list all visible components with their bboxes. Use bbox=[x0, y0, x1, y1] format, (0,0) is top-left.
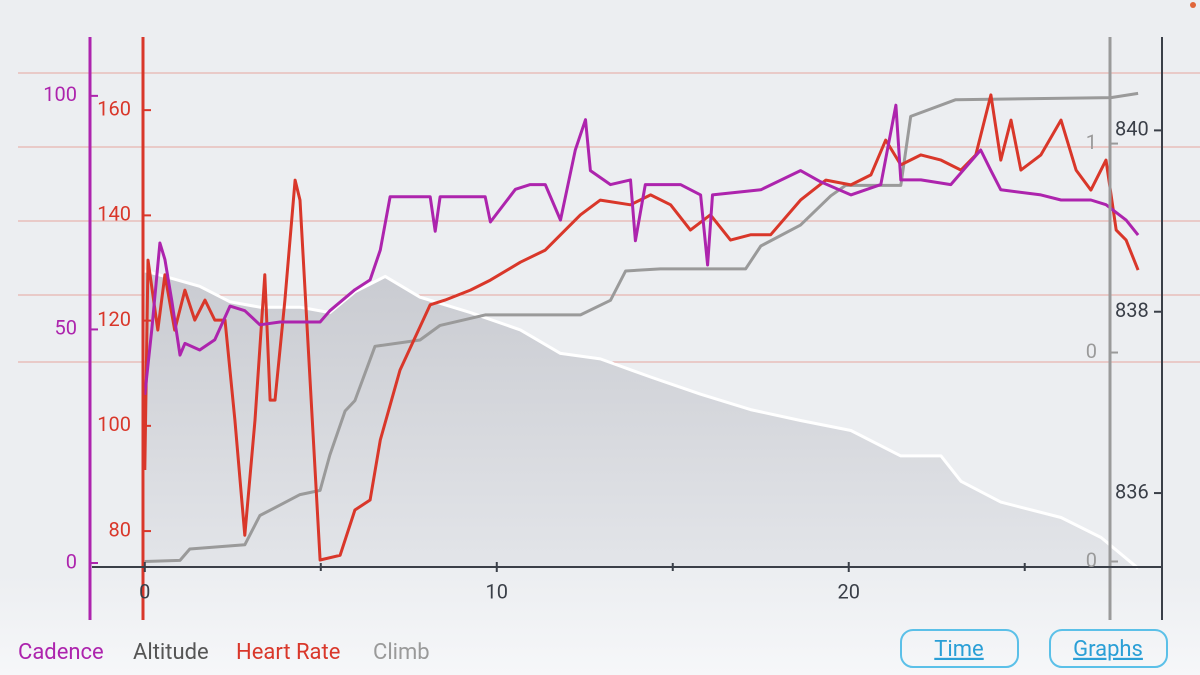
series-line bbox=[143, 93, 1140, 562]
series-line bbox=[144, 91, 1139, 563]
y-tick-label: 1 bbox=[1086, 130, 1097, 154]
legend-entry: Heart Rate bbox=[236, 640, 340, 665]
x-tick-label: 10 bbox=[486, 579, 508, 603]
y-tick-label: 140 bbox=[97, 202, 131, 226]
graphs-button[interactable]: Graphs bbox=[1049, 629, 1168, 668]
y-tick-label: 838 bbox=[1115, 298, 1149, 322]
series-line bbox=[143, 103, 1140, 395]
button-frame[interactable] bbox=[1049, 629, 1168, 668]
y-tick-label: 100 bbox=[97, 412, 131, 436]
x-tick-label: 0 bbox=[139, 579, 150, 603]
y-tick-label: 0 bbox=[1086, 339, 1097, 363]
legend-entry: Cadence bbox=[18, 640, 104, 665]
status-dot bbox=[1190, 2, 1196, 8]
legend-entry: Climb bbox=[373, 640, 430, 665]
y-tick-label: 120 bbox=[97, 307, 131, 331]
y-tick-label: 840 bbox=[1115, 117, 1149, 141]
axes: 0 10 20 0 50 100 80 100 120 140 160 0 0 1 836 838 840 bbox=[43, 37, 1163, 620]
y-tick-label: 50 bbox=[55, 316, 77, 340]
legend-entry: Altitude bbox=[133, 640, 209, 665]
y-tick-label: 80 bbox=[109, 517, 131, 541]
legend: Cadence Altitude Heart Rate Climb bbox=[18, 640, 430, 665]
button-label[interactable]: Time bbox=[934, 637, 983, 662]
y-tick-label: 836 bbox=[1115, 479, 1149, 503]
x-tick-label: 20 bbox=[838, 579, 860, 603]
button-label[interactable]: Graphs bbox=[1073, 637, 1143, 662]
time-button[interactable]: Time bbox=[900, 629, 1019, 668]
y-tick-label: 0 bbox=[1086, 548, 1097, 572]
button-frame[interactable] bbox=[900, 629, 1019, 668]
y-tick-label: 160 bbox=[97, 96, 131, 120]
y-tick-label: 0 bbox=[66, 549, 77, 573]
y-tick-label: 100 bbox=[43, 82, 77, 106]
plot bbox=[143, 91, 1140, 570]
